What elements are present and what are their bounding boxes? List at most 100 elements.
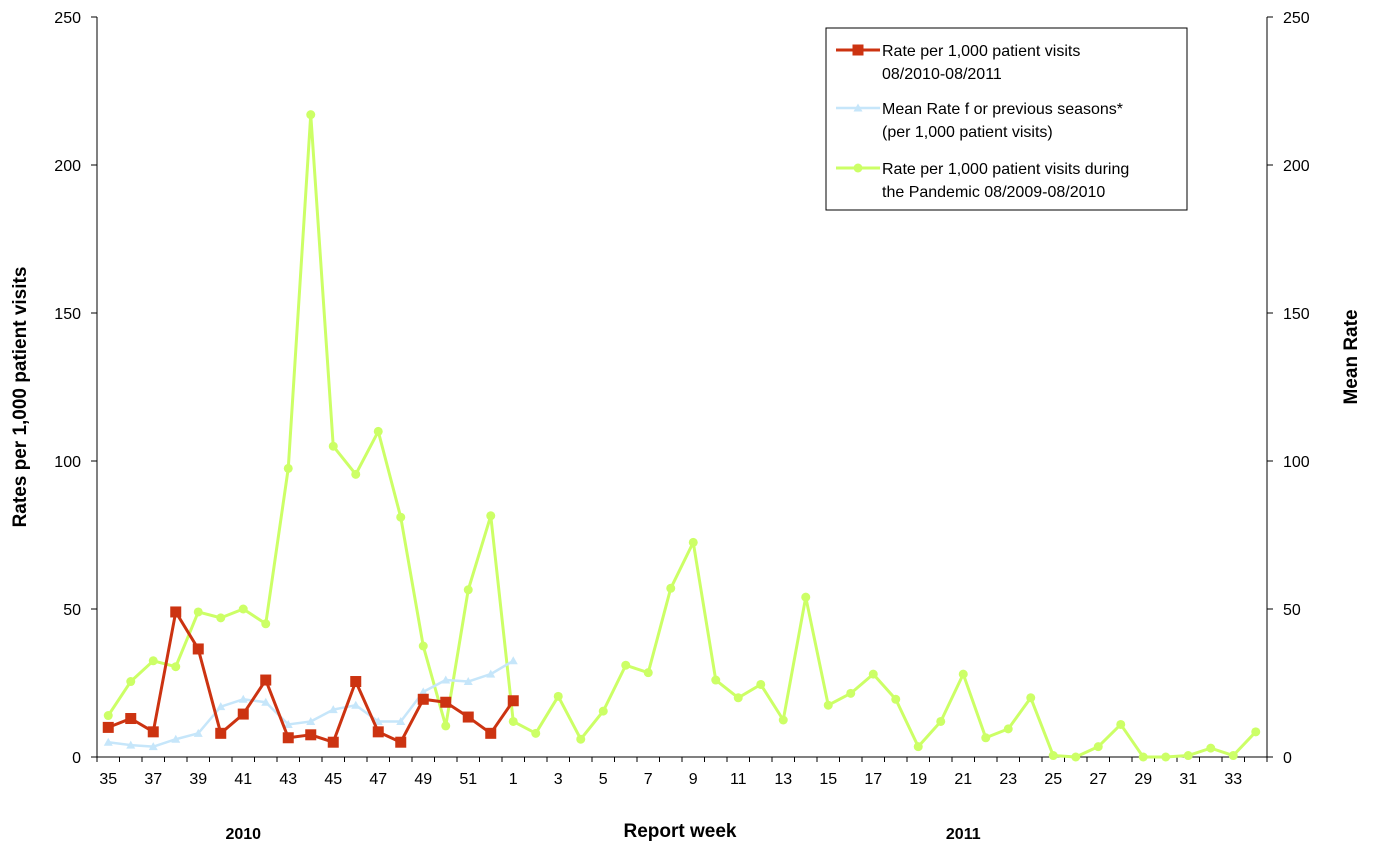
series-square	[102, 606, 519, 748]
data-point-square	[852, 44, 864, 56]
data-point-circle	[733, 693, 743, 703]
data-point-square	[440, 696, 452, 708]
legend-box	[825, 27, 1188, 211]
data-point-circle	[778, 715, 788, 725]
data-point-triangle	[441, 675, 451, 684]
legend-label: Rate per 1,000 patient visits during	[882, 161, 1129, 178]
data-point-circle	[1071, 752, 1081, 762]
data-point-circle	[666, 583, 676, 593]
x-tick-label: 27	[1089, 771, 1107, 788]
data-point-circle	[1048, 751, 1058, 761]
data-point-triangle	[853, 103, 863, 112]
data-point-circle	[846, 688, 856, 698]
x-tick-label: 21	[954, 771, 972, 788]
data-point-circle	[936, 716, 946, 726]
data-point-square	[372, 726, 384, 738]
data-point-circle	[328, 441, 338, 451]
x-tick-label: 47	[369, 771, 387, 788]
right-y-tick-label: 0	[1283, 750, 1292, 767]
y-axis-title-right: Mean Rate	[1341, 309, 1362, 404]
data-point-circle	[1093, 742, 1103, 752]
data-point-square	[485, 727, 497, 739]
x-tick-label: 3	[554, 771, 563, 788]
data-point-circle	[396, 512, 406, 522]
data-point-circle	[801, 592, 811, 602]
data-point-circle	[261, 619, 271, 629]
data-point-circle	[1003, 724, 1013, 734]
legend-entry: Rate per 1,000 patient visits 08/2010-08/…	[836, 43, 1080, 83]
x-tick-label: 17	[864, 771, 882, 788]
data-point-square	[147, 726, 159, 738]
x-tick-label: 43	[279, 771, 297, 788]
data-point-triangle	[126, 740, 136, 749]
data-point-circle	[463, 585, 473, 595]
data-point-triangle	[373, 716, 383, 725]
data-point-circle	[891, 694, 901, 704]
data-point-circle	[958, 669, 968, 679]
x-tick-label: 5	[599, 771, 608, 788]
data-point-square	[237, 708, 249, 720]
data-point-triangle	[306, 716, 316, 725]
left-y-tick-label: 200	[54, 158, 81, 175]
x-tick-label: 7	[644, 771, 653, 788]
series-layer	[102, 110, 1261, 762]
x-tick-label: 31	[1179, 771, 1197, 788]
data-point-circle	[1116, 719, 1126, 729]
data-point-triangle	[396, 716, 406, 725]
data-point-circle	[643, 668, 653, 678]
data-point-square	[215, 727, 227, 739]
data-point-square	[462, 711, 474, 723]
data-point-circle	[306, 110, 316, 120]
data-point-circle	[621, 660, 631, 670]
data-point-circle	[688, 537, 698, 547]
data-point-square	[260, 674, 272, 686]
data-point-triangle	[148, 742, 158, 751]
x-tick-label: 33	[1224, 771, 1242, 788]
x-tick-label: 1	[509, 771, 518, 788]
x-axis: 35 37 39 41 43 45 47 49 51 1 3 5 7 9 11 13 15 17 19 21 23 25 2…	[96, 757, 1268, 788]
data-point-triangle	[418, 687, 428, 696]
year-label: 2010	[225, 826, 261, 843]
legend-entry: Rate per 1,000 patient visits during the …	[836, 161, 1129, 201]
x-tick-label: 9	[689, 771, 698, 788]
data-point-circle	[103, 711, 113, 721]
data-point-triangle	[486, 669, 496, 678]
data-point-square	[395, 736, 407, 748]
x-tick-label: 49	[414, 771, 432, 788]
data-point-triangle	[283, 719, 293, 728]
data-point-square	[192, 643, 204, 655]
data-point-circle	[283, 463, 293, 473]
data-point-circle	[418, 641, 428, 651]
data-point-triangle	[216, 702, 226, 711]
data-point-triangle	[351, 700, 361, 709]
data-point-square	[507, 695, 519, 707]
legend-entry: Mean Rate f or previous seasons* (per 1,0…	[836, 101, 1123, 141]
data-point-circle	[981, 733, 991, 743]
data-point-square	[170, 606, 182, 618]
data-point-square	[350, 676, 362, 688]
left-y-axis: 0 50 100 150 200 250	[54, 10, 97, 767]
legend-label: (per 1,000 patient visits)	[882, 124, 1053, 141]
right-y-tick-label: 150	[1283, 306, 1310, 323]
x-tick-label: 11	[730, 771, 747, 788]
data-point-circle	[576, 734, 586, 744]
right-y-tick-label: 50	[1283, 602, 1301, 619]
data-point-circle	[598, 706, 608, 716]
data-point-circle	[373, 426, 383, 436]
data-point-square	[282, 732, 294, 744]
data-point-circle	[531, 728, 541, 738]
x-tick-label: 41	[234, 771, 252, 788]
x-tick-label: 25	[1044, 771, 1062, 788]
data-point-triangle	[171, 734, 181, 743]
data-point-triangle	[193, 728, 203, 737]
data-point-square	[327, 736, 339, 748]
left-y-tick-label: 0	[72, 750, 81, 767]
data-point-circle	[216, 613, 226, 623]
left-y-tick-label: 100	[54, 454, 81, 471]
data-point-circle	[171, 662, 181, 672]
data-point-triangle	[463, 677, 473, 686]
x-axis-title: Report week	[624, 821, 737, 842]
legend-label: the Pandemic 08/2009-08/2010	[882, 184, 1105, 201]
data-point-circle	[126, 677, 136, 687]
